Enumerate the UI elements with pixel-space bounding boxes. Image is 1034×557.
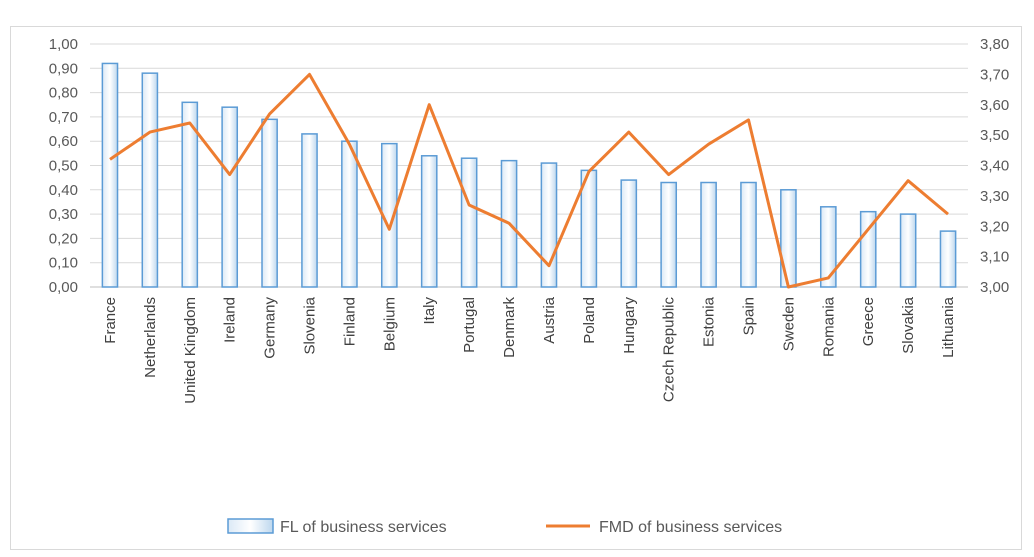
x-tick-label: Spain	[741, 297, 758, 335]
bar	[301, 133, 318, 288]
x-tick-label: Belgium	[381, 297, 398, 351]
bar	[859, 210, 877, 288]
x-tick-label: Finland	[341, 297, 358, 346]
y-right-tick-label: 3,00	[980, 279, 1009, 296]
y-right-tick-label: 3,30	[980, 188, 1009, 205]
x-axis: France Netherlands United Kingdom Ireland Ge…	[102, 296, 957, 403]
y-left-tick-label: 1,00	[49, 36, 78, 53]
x-tick-label: Austria	[541, 296, 558, 343]
y-left-tick-label: 0,10	[49, 255, 78, 272]
bar	[460, 157, 478, 288]
bar	[181, 101, 199, 288]
legend-label: FL of business services	[280, 519, 447, 536]
x-tick-label: Italy	[421, 297, 438, 325]
y-right-tick-label: 3,40	[980, 158, 1009, 175]
y-right-tick-label: 3,60	[980, 97, 1009, 114]
x-tick-label: United Kingdom	[182, 297, 199, 404]
series-line	[109, 72, 949, 289]
y-left-tick-label: 0,20	[49, 230, 78, 247]
x-tick-label: Ireland	[222, 297, 239, 343]
bar	[420, 155, 438, 288]
x-tick-label: Germany	[262, 297, 279, 359]
legend-bar-swatch	[227, 518, 274, 534]
y-right-tick-label: 3,50	[980, 127, 1009, 144]
y-right-tick-label: 3,80	[980, 36, 1009, 53]
y-left-tick-label: 0,00	[49, 279, 78, 296]
y-axis-left: 0,00 0,10 0,20 0,30 0,40 0,50 0,60 0,70 0,80 0,90…	[49, 36, 78, 296]
bar	[221, 106, 239, 288]
legend: FL of business services FMD of business s…	[227, 518, 782, 536]
bar	[261, 118, 278, 288]
x-tick-label: Lithuania	[940, 296, 957, 358]
bar	[899, 213, 917, 288]
bar	[660, 181, 678, 288]
bar	[540, 162, 558, 288]
bar	[740, 181, 757, 288]
bar-series	[101, 62, 957, 288]
bar	[939, 230, 957, 288]
y-left-tick-label: 0,30	[49, 206, 78, 223]
y-left-tick-label: 0,40	[49, 182, 78, 199]
bar	[700, 181, 717, 288]
x-tick-label: Hungary	[621, 297, 638, 354]
y-left-tick-label: 0,50	[49, 158, 78, 175]
y-left-tick-label: 0,80	[49, 85, 78, 102]
y-right-tick-label: 3,10	[980, 249, 1009, 266]
bar	[341, 140, 358, 288]
bar	[780, 189, 797, 288]
x-tick-label: France	[102, 297, 119, 344]
bar	[101, 62, 119, 288]
x-tick-label: Greece	[860, 297, 877, 346]
x-tick-label: Estonia	[701, 296, 718, 347]
y-right-tick-label: 3,70	[980, 66, 1009, 83]
x-tick-label: Romania	[820, 296, 837, 357]
chart-frame	[10, 26, 1022, 550]
line-series	[109, 72, 949, 289]
x-tick-label: Denmark	[501, 297, 518, 358]
x-tick-label: Sweden	[780, 297, 797, 351]
x-tick-label: Netherlands	[142, 297, 159, 378]
bar	[620, 179, 638, 288]
x-tick-label: Slovakia	[900, 296, 917, 353]
x-tick-label: Czech Republic	[661, 297, 678, 403]
x-tick-label: Poland	[581, 297, 598, 344]
bar	[819, 206, 837, 288]
x-tick-label: Portugal	[461, 297, 478, 353]
y-left-tick-label: 0,60	[49, 133, 78, 150]
y-axis-right: 3,00 3,10 3,20 3,30 3,40 3,50 3,60 3,70 3,80	[980, 36, 1009, 296]
x-tick-label: Slovenia	[302, 296, 319, 354]
legend-label: FMD of business services	[599, 519, 782, 536]
y-left-tick-label: 0,70	[49, 109, 78, 126]
y-right-tick-label: 3,20	[980, 218, 1009, 235]
y-left-tick-label: 0,90	[49, 60, 78, 77]
bar	[141, 72, 159, 288]
